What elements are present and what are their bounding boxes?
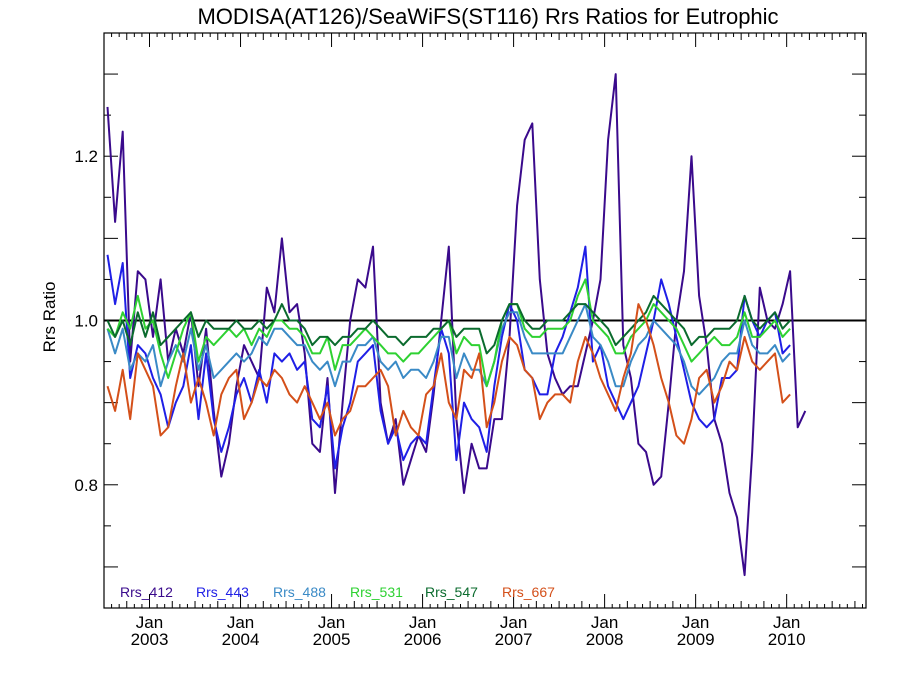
series-line-rrs-412	[106, 73, 807, 577]
legend-entry-rrs-412: Rrs_412	[120, 584, 173, 600]
legend-entry-rrs-531: Rrs_531	[350, 584, 403, 600]
y-tick-label: 1.2	[74, 147, 98, 166]
x-tick-label-month: Jan	[409, 613, 436, 632]
legend-entry-rrs-443: Rrs_443	[196, 584, 249, 600]
x-tick-label-month: Jan	[591, 613, 618, 632]
legend-entry-rrs-667: Rrs_667	[502, 584, 555, 600]
series-line-rrs-547	[106, 294, 791, 355]
series-line-rrs-443	[106, 245, 791, 470]
plot-area: 0.81.01.2Jan2003Jan2004Jan2005Jan2006Jan…	[74, 32, 867, 649]
x-tick-label-month: Jan	[227, 613, 254, 632]
x-tick-label-year: 2003	[131, 630, 169, 649]
x-tick-label-year: 2010	[768, 630, 806, 649]
x-tick-label-year: 2008	[586, 630, 624, 649]
x-tick-label-year: 2005	[313, 630, 351, 649]
x-tick-label-month: Jan	[136, 613, 163, 632]
chart-title: MODISA(AT126)/SeaWiFS(ST116) Rrs Ratios …	[197, 4, 778, 29]
legend-entry-rrs-488: Rrs_488	[273, 584, 326, 600]
x-tick-label-year: 2004	[222, 630, 260, 649]
y-tick-label: 0.8	[74, 476, 98, 495]
legend-entry-rrs-547: Rrs_547	[425, 584, 478, 600]
x-tick-label-year: 2009	[677, 630, 715, 649]
x-tick-label-year: 2006	[404, 630, 442, 649]
x-tick-label-month: Jan	[773, 613, 800, 632]
series-line-rrs-667	[106, 303, 791, 445]
y-tick-label: 1.0	[74, 312, 98, 331]
x-tick-label-month: Jan	[682, 613, 709, 632]
x-tick-label-month: Jan	[318, 613, 345, 632]
x-tick-label-year: 2007	[495, 630, 533, 649]
series-line-rrs-488	[106, 303, 791, 396]
y-axis-label: Rrs Ratio	[40, 282, 59, 353]
x-tick-label-month: Jan	[500, 613, 527, 632]
